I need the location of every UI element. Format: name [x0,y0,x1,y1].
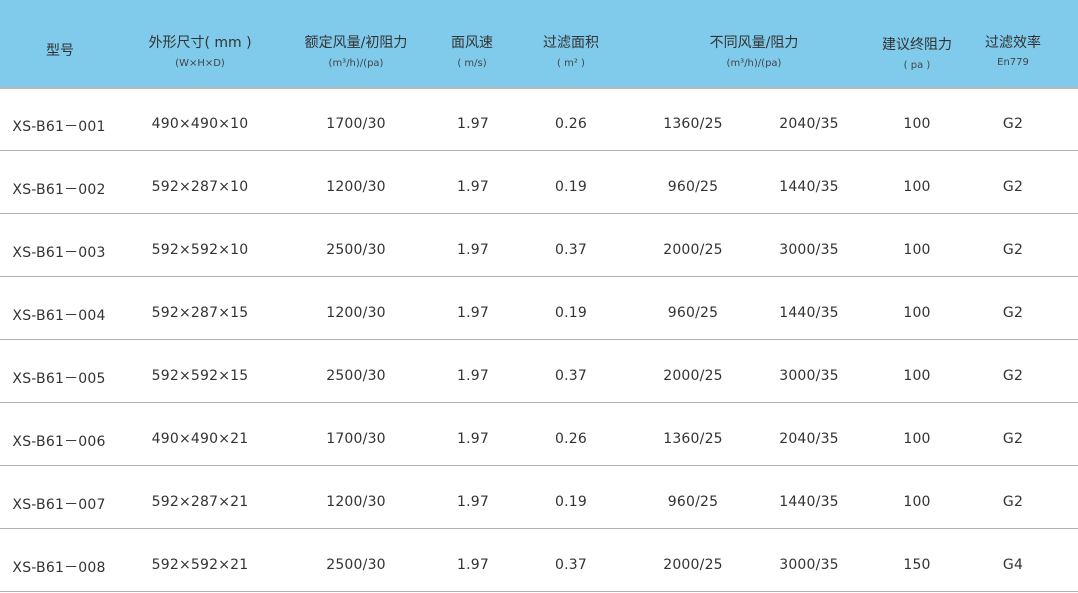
cell-rated: 1200/30 [326,494,386,510]
cell-speed: 1.97 [457,242,489,258]
cell-d2: 2040/35 [779,116,839,132]
header-diff: 不同风量/阻力 [709,35,799,51]
cell-eff: G2 [1002,116,1024,132]
cell-final: 100 [903,242,931,258]
cell-d2: 1440/35 [779,494,839,510]
table-header: 型号 外形尺寸( mm ) (W×H×D) 额定风量/初阻力 (m³/h)/(p… [0,0,1078,89]
cell-size: 592×592×21 [151,557,249,573]
cell-eff: G2 [1002,494,1024,510]
cell-rated: 1700/30 [326,116,386,132]
cell-model: XS-B61－001 [12,119,106,135]
cell-size: 592×592×10 [151,242,249,258]
header-area: 过滤面积 [543,35,599,51]
cell-speed: 1.97 [457,179,489,195]
cell-model: XS-B61－003 [12,245,106,261]
header-eff: 过滤效率 [985,35,1041,51]
header-diff-unit: (m³/h)/(pa) [726,58,782,69]
table-row: XS-B61－007 592×287×21 1200/30 1.97 0.19 960/2… [0,466,1078,529]
cell-d1: 960/25 [667,494,719,510]
cell-d2: 2040/35 [779,431,839,447]
cell-eff: G2 [1002,368,1024,384]
cell-model: XS-B61－002 [12,182,106,198]
cell-eff: G2 [1002,305,1024,321]
header-size: 外形尺寸( mm ) [148,35,252,51]
cell-model: XS-B61－005 [12,371,106,387]
table-row: XS-B61－003 592×592×10 2500/30 1.97 0.37 2000/… [0,214,1078,277]
cell-final: 100 [903,494,931,510]
header-eff-standard: En779 [997,57,1029,68]
cell-eff: G4 [1002,557,1024,573]
cell-speed: 1.97 [457,116,489,132]
table-row: XS-B61－004 592×287×15 1200/30 1.97 0.19 960/2… [0,277,1078,340]
cell-rated: 2500/30 [326,242,386,258]
cell-size: 592×287×15 [151,305,249,321]
cell-d2: 3000/35 [779,368,839,384]
cell-final: 100 [903,179,931,195]
cell-speed: 1.97 [457,305,489,321]
cell-rated: 1200/30 [326,305,386,321]
header-size-unit: (W×H×D) [175,58,225,69]
cell-speed: 1.97 [457,431,489,447]
header-speed: 面风速 [451,35,493,51]
header-area-unit: ( m² ) [557,58,585,69]
cell-eff: G2 [1002,242,1024,258]
cell-size: 592×287×10 [151,179,249,195]
cell-area: 0.37 [555,557,587,573]
cell-d2: 1440/35 [779,305,839,321]
cell-area: 0.26 [555,431,587,447]
cell-final: 100 [903,305,931,321]
cell-area: 0.19 [555,305,587,321]
cell-model: XS-B61－007 [12,497,106,513]
header-final-unit: ( pa ) [903,60,931,71]
header-speed-unit: ( m/s) [457,58,487,69]
cell-d2: 3000/35 [779,557,839,573]
cell-d1: 960/25 [667,305,719,321]
table-row: XS-B61－008 592×592×21 2500/30 1.97 0.37 2000/… [0,529,1078,592]
cell-model: XS-B61－004 [12,308,106,324]
header-final: 建议终阻力 [882,37,952,53]
cell-area: 0.26 [555,116,587,132]
cell-size: 592×592×15 [151,368,249,384]
cell-rated: 2500/30 [326,368,386,384]
table-row: XS-B61－006 490×490×21 1700/30 1.97 0.26 1360/… [0,403,1078,466]
cell-d2: 1440/35 [779,179,839,195]
cell-d1: 1360/25 [663,431,723,447]
cell-rated: 1200/30 [326,179,386,195]
header-rated: 额定风量/初阻力 [304,35,408,51]
cell-size: 490×490×21 [151,431,249,447]
table-row: XS-B61－001 490×490×10 1700/30 1.97 0.26 1360/… [0,88,1078,151]
cell-final: 100 [903,116,931,132]
cell-d1: 2000/25 [663,557,723,573]
cell-speed: 1.97 [457,368,489,384]
header-model: 型号 [46,43,74,59]
cell-area: 0.37 [555,242,587,258]
cell-rated: 1700/30 [326,431,386,447]
cell-model: XS-B61－006 [12,434,106,450]
cell-area: 0.37 [555,368,587,384]
cell-eff: G2 [1002,179,1024,195]
cell-speed: 1.97 [457,557,489,573]
cell-d1: 960/25 [667,179,719,195]
cell-d1: 2000/25 [663,368,723,384]
cell-d1: 1360/25 [663,116,723,132]
cell-rated: 2500/30 [326,557,386,573]
cell-size: 592×287×21 [151,494,249,510]
cell-area: 0.19 [555,179,587,195]
cell-size: 490×490×10 [151,116,249,132]
cell-speed: 1.97 [457,494,489,510]
cell-eff: G2 [1002,431,1024,447]
cell-d2: 3000/35 [779,242,839,258]
table-row: XS-B61－005 592×592×15 2500/30 1.97 0.37 2000/… [0,340,1078,403]
cell-final: 100 [903,368,931,384]
cell-final: 100 [903,431,931,447]
cell-d1: 2000/25 [663,242,723,258]
header-rated-unit: (m³/h)/(pa) [328,58,384,69]
cell-area: 0.19 [555,494,587,510]
cell-model: XS-B61－008 [12,560,106,576]
table-row: XS-B61－002 592×287×10 1200/30 1.97 0.19 960/2… [0,151,1078,214]
cell-final: 150 [903,557,931,573]
